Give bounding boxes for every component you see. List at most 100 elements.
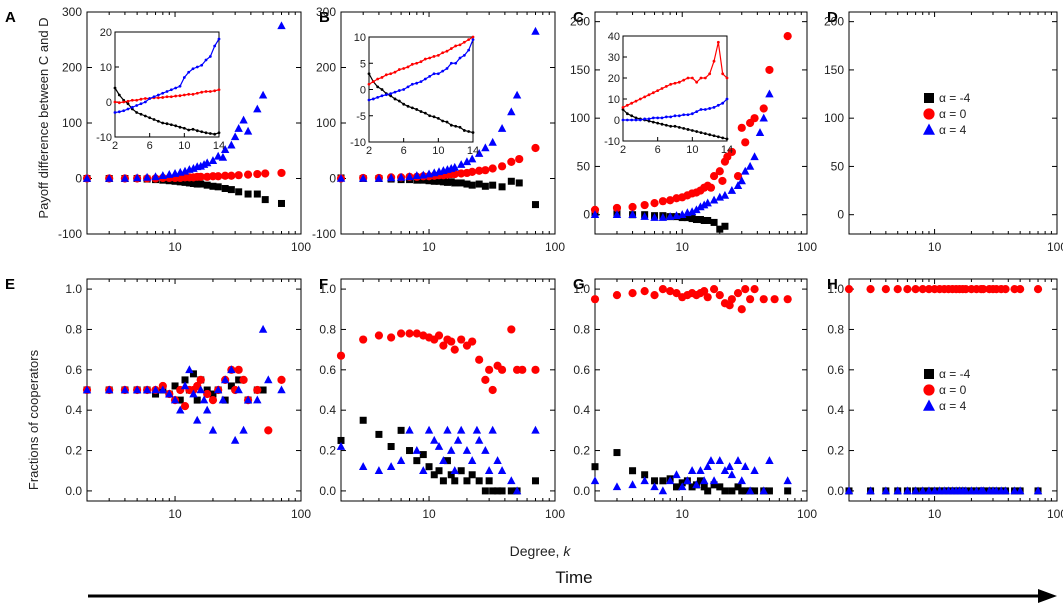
inset-point (204, 90, 208, 93)
data-point (120, 173, 130, 182)
x-axis-title: Degree, k (510, 543, 572, 559)
data-point (721, 487, 729, 495)
data-point (658, 284, 667, 294)
data-point (457, 335, 466, 344)
data-point (199, 395, 209, 404)
x-tick-label: 10 (928, 240, 942, 254)
data-point (715, 167, 724, 176)
inset-point (660, 122, 664, 126)
inset-point (410, 106, 414, 110)
inset-point (621, 118, 625, 122)
data-point (467, 456, 477, 464)
inset-point (634, 118, 638, 122)
series-alpha-0 (590, 284, 792, 314)
inset-point (458, 56, 462, 60)
legend-marker (923, 123, 935, 135)
inset-x-tick-label: 10 (686, 144, 698, 156)
data-point (430, 177, 438, 185)
y-tick-label: 200 (62, 61, 82, 75)
inset-point (467, 38, 471, 42)
data-point (412, 445, 422, 454)
inset-x-tick-label: 14 (467, 145, 479, 157)
data-point (234, 365, 243, 374)
inset-point (213, 132, 217, 136)
series-alpha-0 (844, 284, 1043, 294)
inset-point (410, 62, 414, 66)
y-tick-label: 0.4 (65, 403, 82, 417)
data-point (467, 154, 477, 163)
data-point (481, 487, 489, 495)
data-point (227, 171, 236, 180)
inset-x-tick-label: 6 (655, 144, 661, 156)
data-point (447, 178, 455, 186)
inset-point (660, 87, 664, 90)
y-tick-label: 0.0 (573, 484, 590, 498)
data-point (765, 89, 774, 98)
inset-point (367, 82, 371, 86)
inset-point (135, 111, 139, 114)
data-point (468, 167, 477, 176)
data-point (720, 190, 730, 199)
data-point (515, 179, 523, 187)
data-point (641, 471, 649, 479)
y-tick-label: 50 (577, 159, 591, 173)
inset-point (415, 108, 419, 111)
data-point (142, 172, 152, 181)
data-point (531, 143, 540, 153)
data-point (253, 104, 262, 113)
x-tick-label: 10 (168, 507, 182, 521)
data-point (590, 210, 600, 219)
data-point (218, 152, 228, 161)
inset-point (432, 72, 436, 76)
data-point (628, 202, 637, 212)
data-point (277, 199, 285, 207)
data-point (720, 466, 730, 475)
inset-point (187, 128, 191, 132)
data-point (450, 169, 459, 179)
inset-point (380, 94, 384, 98)
data-point (727, 470, 737, 479)
data-point (715, 291, 724, 300)
y-tick-label: 0.6 (573, 363, 590, 377)
data-point (374, 331, 384, 340)
data-point (457, 179, 465, 187)
data-point (181, 178, 189, 186)
data-point (132, 173, 142, 182)
inset-point (423, 77, 427, 81)
data-point (439, 477, 447, 485)
data-point (253, 385, 262, 395)
inset-point (389, 94, 393, 98)
inset-point (182, 76, 186, 79)
inset-point (415, 61, 419, 65)
data-point (1010, 284, 1019, 294)
data-point (613, 449, 621, 457)
data-point (765, 65, 774, 75)
y-tick-label: 150 (824, 63, 844, 77)
inset-point (380, 76, 384, 79)
inset-point (703, 132, 707, 136)
inset-point (436, 53, 440, 57)
data-point (359, 416, 367, 424)
inset-point (677, 114, 681, 118)
data-point (979, 486, 988, 495)
data-point (692, 205, 701, 214)
data-point (737, 476, 746, 485)
inset-point (462, 129, 466, 132)
data-point (750, 152, 759, 161)
data-point (235, 376, 243, 384)
y-tick-label: 0.4 (827, 403, 844, 417)
inset-point (454, 124, 458, 128)
inset-point (664, 115, 668, 119)
inset-x-tick-label: 2 (366, 145, 372, 157)
data-point (419, 451, 427, 459)
inset-point (406, 85, 410, 89)
data-point (612, 203, 622, 213)
series-alpha-0 (336, 325, 540, 395)
data-point (737, 176, 746, 185)
data-point (658, 197, 667, 206)
data-point (703, 462, 712, 470)
data-point (475, 355, 484, 364)
inset-point (122, 100, 126, 104)
data-point (590, 205, 600, 214)
